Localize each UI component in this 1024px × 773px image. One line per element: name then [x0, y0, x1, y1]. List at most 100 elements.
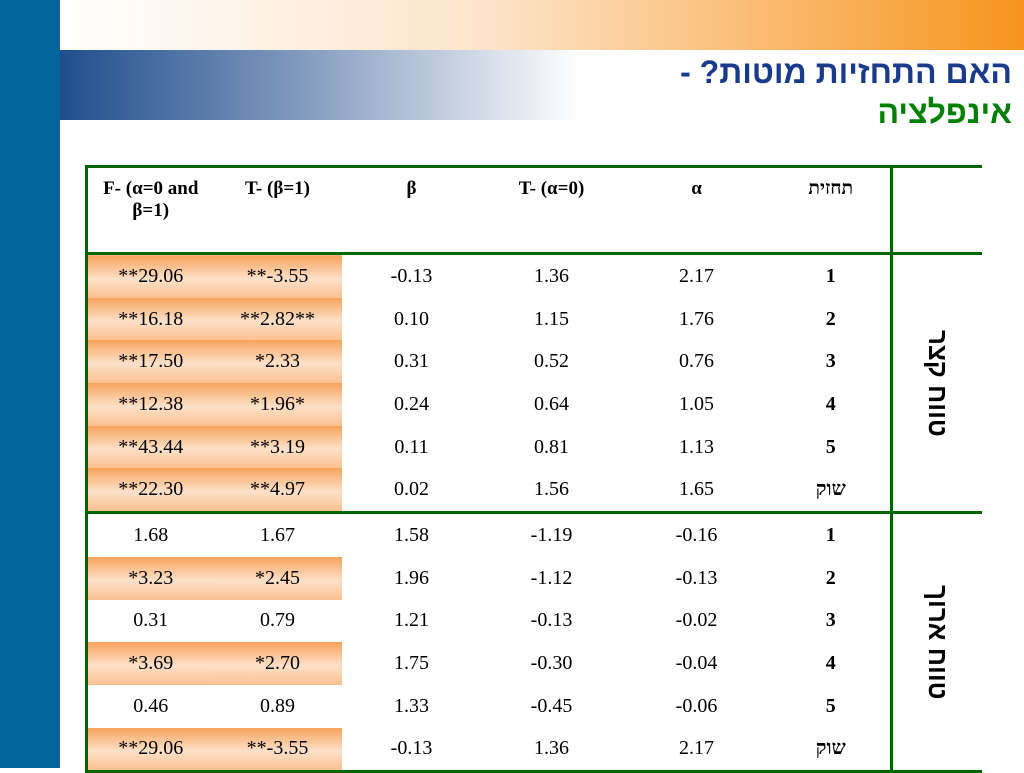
table-cell: 1.21: [394, 609, 429, 632]
table-cell: 5: [771, 425, 893, 469]
table-row: 3 -0.02 -0.13 1.21 0.79 0.31: [85, 599, 982, 643]
table-cell: **2.82**: [213, 297, 342, 341]
table-cell: 0.89: [260, 694, 295, 717]
table-cell: 2: [771, 556, 893, 600]
table-cell: -0.45: [530, 694, 573, 717]
table-cell: 3: [771, 599, 893, 643]
title-line: האם התחזיות מוטות? -: [680, 54, 1012, 90]
table-wrap: תחזית α T- (α=0) β T- (β=1) F- (α=0 and β=1) ט…: [85, 165, 982, 773]
table-cell: *3.23: [85, 556, 214, 600]
table-cell: 2: [771, 297, 893, 341]
table-cell: 1.65: [679, 478, 714, 501]
table-cell: 2.17: [679, 264, 714, 287]
table-cell: 1: [771, 511, 893, 557]
table-cell: **-3.55: [213, 253, 342, 298]
table-cell: 0.31: [394, 350, 429, 373]
table-cell: -0.06: [675, 694, 718, 717]
table-cell: -0.16: [621, 511, 772, 557]
header-cell: β: [341, 165, 482, 255]
header-cell: [891, 165, 982, 255]
table-cell: **43.44: [85, 425, 214, 469]
top-bar: [60, 0, 1024, 50]
table-row: 2 -0.13 -1.12 1.96 *2.45 *3.23: [85, 556, 982, 600]
table-cell: *2.33: [213, 340, 342, 384]
table-cell: 1.33: [394, 694, 429, 717]
table-row: טווח ארוך 1 -0.16 -1.19 1.58 1.67 1.68: [85, 511, 982, 773]
subtitle: אינפלציה: [877, 94, 1012, 130]
table-cell: 1.96: [394, 566, 429, 589]
header-cell: F- (α=0 and β=1): [85, 165, 214, 255]
title: האם התחזיות מוטות? - אינפלציה: [680, 52, 1012, 132]
title-band: [60, 50, 580, 120]
table-cell: *1.96*: [213, 383, 342, 426]
table-cell: *3.69: [85, 642, 214, 685]
left-bar: [0, 0, 60, 768]
table-cell: **29.06: [85, 253, 214, 298]
table-cell: **22.30: [85, 468, 214, 513]
table-cell: 1.76: [679, 307, 714, 330]
header-cell: תחזית: [771, 165, 893, 255]
group-label: טווח קצר: [922, 329, 953, 437]
table-cell: 0.79: [260, 609, 295, 632]
table-cell: -0.13: [390, 264, 433, 287]
table-cell: -1.12: [530, 566, 573, 589]
table-row: 4 -0.04 -0.30 1.75 *2.70 *3.69: [85, 642, 982, 685]
table-row: 5 -0.06 -0.45 1.33 0.89 0.46: [85, 684, 982, 728]
group-cell: טווח ארוך: [890, 511, 982, 773]
group-label: טווח ארוך: [922, 584, 953, 700]
table-cell: 1: [771, 253, 893, 298]
table-cell: 4: [771, 642, 893, 685]
table-row: 3 0.76 0.52 0.31 *2.33 **17.50: [85, 340, 982, 384]
header-cell: α: [621, 165, 772, 255]
table-row: 4 1.05 0.64 0.24 *1.96* **12.38: [85, 383, 982, 426]
table-cell: -0.13: [675, 566, 718, 589]
table: תחזית α T- (α=0) β T- (β=1) F- (α=0 and β=1) ט…: [85, 165, 982, 773]
table-cell: 1.56: [534, 478, 569, 501]
table-cell: 0.46: [85, 684, 214, 728]
header-cell: T- (α=0): [481, 165, 622, 255]
table-cell: -1.19: [481, 511, 622, 557]
group-cell: טווח קצר: [890, 253, 982, 513]
table-cell: **16.18: [85, 297, 214, 341]
header-row: תחזית α T- (α=0) β T- (β=1) F- (α=0 and β=1): [85, 165, 982, 255]
table-cell: 0.10: [394, 307, 429, 330]
table-cell: 0.81: [534, 435, 569, 458]
table-cell: 0.24: [394, 392, 429, 415]
table-cell: -0.13: [530, 609, 573, 632]
table-cell: 0.11: [394, 435, 429, 458]
table-cell: 1.36: [534, 264, 569, 287]
table-cell: 0.31: [85, 599, 214, 643]
table-cell: 0.76: [679, 350, 714, 373]
table-row: שוק 2.17 1.36 -0.13 **-3.55 **29.06: [85, 727, 982, 773]
header-cell: T- (β=1): [213, 165, 342, 255]
table-cell: -0.02: [675, 609, 718, 632]
table-cell: שוק: [771, 727, 893, 773]
table-cell: 4: [771, 383, 893, 426]
table-row: 2 1.76 1.15 0.10 **2.82** **16.18: [85, 297, 982, 341]
table-cell: 1.58: [341, 511, 482, 557]
table-cell: **4.97: [213, 468, 342, 513]
table-cell: שוק: [771, 468, 893, 513]
table-cell: 1.36: [481, 727, 622, 773]
table-cell: **-3.55: [213, 727, 342, 773]
table-row: שוק 1.65 1.56 0.02 **4.97 **22.30: [85, 468, 982, 513]
table-cell: 0.64: [534, 392, 569, 415]
table-cell: **17.50: [85, 340, 214, 384]
table-cell: **3.19: [213, 425, 342, 469]
table-cell: 1.68: [85, 511, 214, 557]
table-cell: *2.70: [213, 642, 342, 685]
table-cell: -0.30: [530, 652, 573, 675]
table-cell: 5: [771, 684, 893, 728]
table-cell: 1.75: [394, 652, 429, 675]
table-cell: -0.04: [675, 652, 718, 675]
table-cell: *2.45: [213, 556, 342, 600]
table-cell: 1.67: [213, 511, 342, 557]
table-cell: 2.17: [621, 727, 772, 773]
table-cell: 1.15: [534, 307, 569, 330]
table-cell: 1.13: [679, 435, 714, 458]
table-row: 5 1.13 0.81 0.11 **3.19 **43.44: [85, 425, 982, 469]
table-row: טווח קצר 1 2.17 1.36 -0.13 **-3.55 **29.06: [85, 253, 982, 513]
table-cell: **29.06: [85, 727, 214, 773]
table-cell: 3: [771, 340, 893, 384]
